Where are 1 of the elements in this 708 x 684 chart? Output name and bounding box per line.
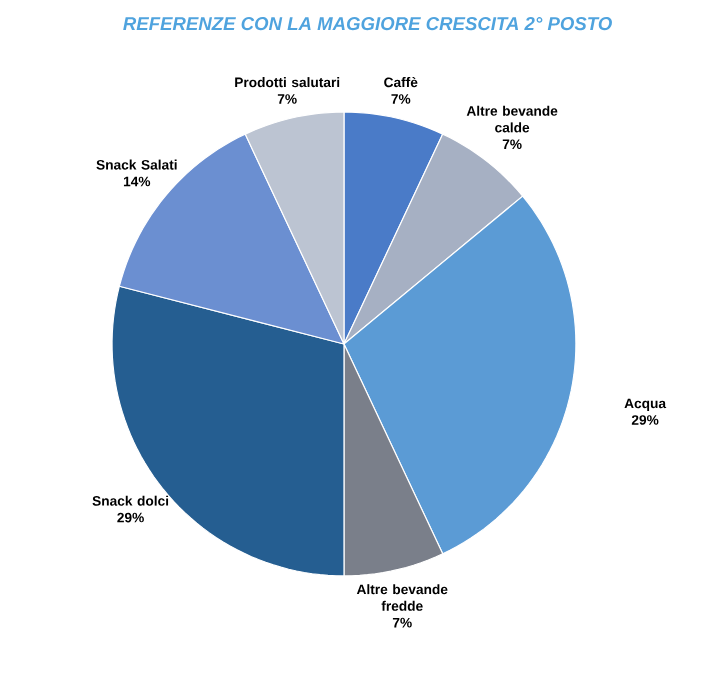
chart-title: REFERENZE CON LA MAGGIORE CRESCITA 2° POSTO [123, 17, 612, 31]
